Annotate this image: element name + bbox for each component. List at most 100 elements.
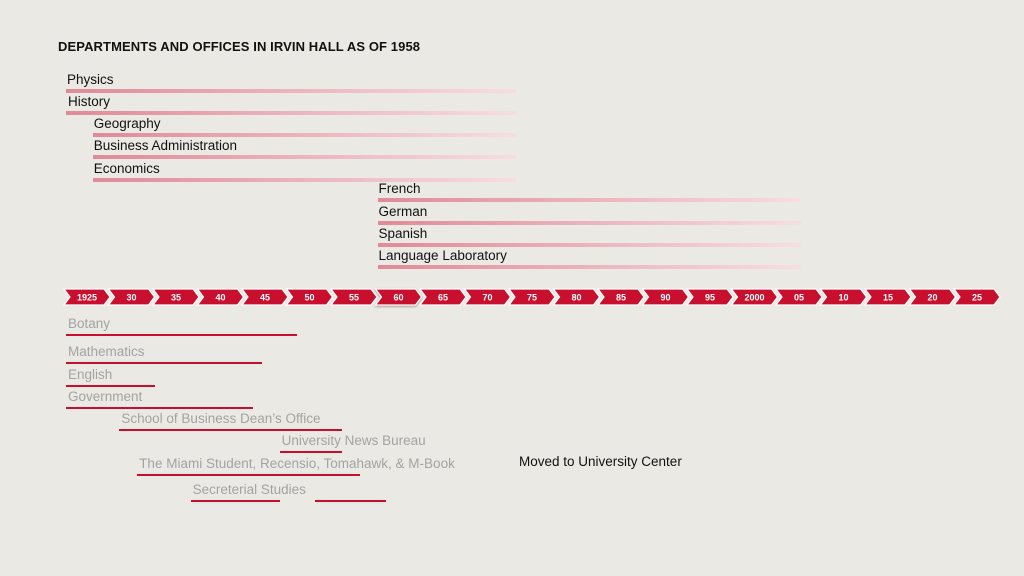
- timeline-tick-label: 50: [304, 293, 314, 303]
- timeline-tick-80: 80: [552, 288, 601, 306]
- timeline-tick-2000: 2000: [730, 288, 779, 306]
- in-hall-label: German: [378, 204, 428, 219]
- in-hall-label: Language Laboratory: [378, 248, 507, 263]
- moved-out-bar: [66, 407, 253, 409]
- moved-out-label: Mathematics: [68, 344, 145, 359]
- timeline-tick-label: 45: [260, 293, 270, 303]
- timeline-tick-label: 40: [215, 293, 225, 303]
- timeline-arrow: [107, 288, 156, 306]
- in-hall-label: Geography: [93, 116, 161, 131]
- timeline-arrow: [863, 288, 912, 306]
- timeline-arrow: [952, 288, 1001, 306]
- timeline-tick-70: 70: [463, 288, 512, 306]
- timeline-tick-50: 50: [285, 288, 334, 306]
- timeline-tick-20: 20: [908, 288, 957, 306]
- timeline-tick-label: 20: [927, 293, 937, 303]
- in-hall-label: Business Administration: [93, 138, 238, 153]
- timeline-tick-label: 80: [571, 293, 581, 303]
- in-hall-bar: [377, 198, 801, 202]
- moved-out-bar: [137, 474, 360, 476]
- timeline-arrow: [774, 288, 823, 306]
- moved-out-bar: [119, 429, 342, 431]
- page-title: DEPARTMENTS AND OFFICES IN IRVIN HALL AS…: [58, 39, 421, 54]
- timeline-tick-25: 25: [952, 288, 1001, 306]
- moved-out-label: English: [68, 367, 113, 382]
- timeline-arrow: [819, 288, 868, 306]
- timeline-tick-label: 10: [838, 293, 848, 303]
- timeline-tick-45: 45: [240, 288, 289, 306]
- in-hall-label: Economics: [93, 161, 160, 176]
- timeline-tick-10: 10: [819, 288, 868, 306]
- timeline-tick-95: 95: [685, 288, 734, 306]
- in-hall-bar: [377, 265, 801, 269]
- in-hall-bar: [377, 243, 801, 247]
- timeline-arrow: [463, 288, 512, 306]
- timeline-arrow: [596, 288, 645, 306]
- timeline-arrow: [374, 288, 423, 306]
- timeline-tick-label: 15: [883, 293, 893, 303]
- in-hall-label: Spanish: [378, 226, 428, 241]
- timeline-arrow: [240, 288, 289, 306]
- timeline-tick-55: 55: [329, 288, 378, 306]
- timeline-tick-label: 75: [527, 293, 537, 303]
- moved-out-label: School of Business Dean’s Office: [121, 411, 321, 426]
- moved-out-bar: [66, 385, 155, 387]
- timeline-tick-05: 05: [774, 288, 823, 306]
- timeline-arrow: [418, 288, 467, 306]
- timeline-tick-35: 35: [151, 288, 200, 306]
- in-hall-label: History: [68, 94, 111, 109]
- in-hall-label: French: [378, 181, 421, 196]
- in-hall-label: Physics: [67, 72, 114, 87]
- moved-out-label: The Miami Student, Recensio, Tomahawk, &…: [139, 456, 455, 471]
- timeline-tick-label: 05: [794, 293, 804, 303]
- timeline-tick-label: 90: [660, 293, 670, 303]
- timeline-tick-85: 85: [596, 288, 645, 306]
- timeline-arrow: [641, 288, 690, 306]
- moved-note: Moved to University Center: [519, 454, 682, 469]
- timeline-arrow: [507, 288, 556, 306]
- timeline-arrow: [285, 288, 334, 306]
- timeline-tick-90: 90: [641, 288, 690, 306]
- timeline-tick-60: 60: [374, 288, 423, 306]
- moved-out-bar: [190, 500, 280, 502]
- moved-out-bar: [66, 362, 262, 364]
- timeline-tick-label: 85: [616, 293, 626, 303]
- moved-out-label: Botany: [68, 316, 111, 331]
- timeline-tick-label: 60: [393, 293, 403, 303]
- timeline-tick-label: 30: [126, 293, 136, 303]
- timeline-arrow: [329, 288, 378, 306]
- timeline-arrow: [151, 288, 200, 306]
- in-hall-bar: [92, 178, 516, 182]
- timeline-tick-label: 65: [438, 293, 448, 303]
- timeline-tick-label: 2000: [744, 293, 764, 303]
- in-hall-bar: [377, 221, 801, 225]
- timeline-tick-label: 95: [705, 293, 715, 303]
- in-hall-bar: [92, 133, 516, 137]
- timeline-tick-15: 15: [863, 288, 912, 306]
- in-hall-bar: [92, 155, 516, 159]
- timeline-tick-label: 35: [171, 293, 181, 303]
- timeline-tick-label: 55: [349, 293, 359, 303]
- timeline-tick-65: 65: [418, 288, 467, 306]
- in-hall-bar: [66, 111, 516, 115]
- moved-out-bar: [315, 500, 387, 502]
- timeline-arrow: [730, 288, 779, 306]
- timeline-tick-label: 1925: [77, 293, 97, 303]
- in-hall-bar: [66, 89, 516, 93]
- moved-out-bar: [66, 334, 298, 336]
- timeline-arrow: [196, 288, 245, 306]
- timeline-arrow: [552, 288, 601, 306]
- moved-out-label: Government: [68, 389, 143, 404]
- timeline-arrow: [908, 288, 957, 306]
- timeline-arrow: [685, 288, 734, 306]
- timeline-tick-label: 70: [482, 293, 492, 303]
- timeline-tick-30: 30: [107, 288, 156, 306]
- timeline-tick-label: 25: [972, 293, 982, 303]
- timeline-tick-75: 75: [507, 288, 556, 306]
- timeline-tick-40: 40: [196, 288, 245, 306]
- moved-out-bar: [279, 451, 342, 453]
- moved-out-label: Secreterial Studies: [192, 482, 306, 497]
- moved-out-label: University News Bureau: [281, 433, 426, 448]
- timeline-arrow: [62, 288, 111, 306]
